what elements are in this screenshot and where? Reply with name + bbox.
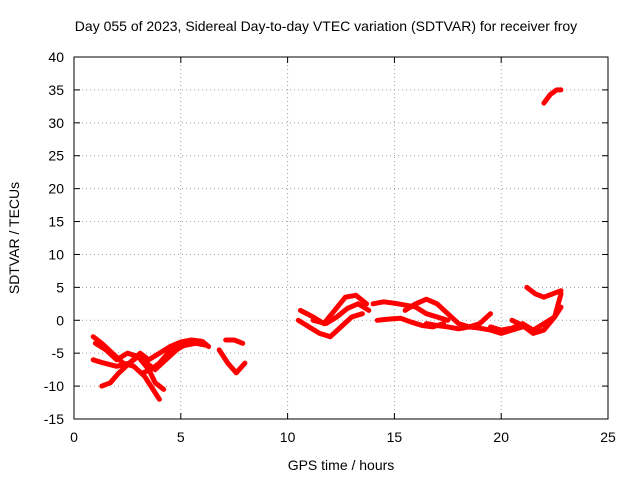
data-track — [310, 301, 372, 327]
data-track — [423, 321, 526, 336]
data-track — [524, 284, 564, 300]
data-track — [295, 311, 365, 340]
x-tick-label: 20 — [493, 429, 509, 445]
y-tick-label: 35 — [48, 82, 64, 98]
x-tick-labels: 0 5 10 15 20 25 — [70, 429, 616, 445]
y-tick-label: -15 — [44, 411, 64, 427]
y-tick-label: -10 — [44, 378, 64, 394]
y-tick-label: -5 — [52, 345, 65, 361]
x-tick-label: 10 — [280, 429, 296, 445]
y-tick-label: 15 — [48, 214, 64, 230]
data-track — [509, 291, 564, 336]
y-tick-label: 20 — [48, 181, 64, 197]
data-track — [99, 340, 190, 389]
axis-ticks — [73, 56, 609, 420]
chart-title: Day 055 of 2023, Sidereal Day-to-day VTE… — [75, 18, 577, 34]
data-track — [92, 340, 167, 392]
x-tick-label: 5 — [177, 429, 185, 445]
y-tick-label: 0 — [56, 312, 64, 328]
data-track — [90, 337, 212, 369]
x-axis-title: GPS time / hours — [288, 457, 395, 473]
y-axis-title: SDTVAR / TECUs — [6, 182, 22, 294]
data-track — [139, 340, 209, 376]
y-tick-label: 5 — [56, 279, 64, 295]
data-tracks — [90, 87, 564, 402]
data-track — [541, 87, 564, 106]
gridlines — [74, 57, 608, 419]
plot-frame — [73, 56, 609, 420]
y-tick-label: 10 — [48, 246, 64, 262]
x-tick-label: 25 — [600, 429, 616, 445]
data-track — [297, 292, 370, 327]
y-tick-label: 30 — [48, 115, 64, 131]
y-tick-label: 25 — [48, 148, 64, 164]
data-track — [402, 296, 493, 330]
data-track — [216, 347, 248, 376]
x-tick-label: 15 — [387, 429, 403, 445]
x-tick-label: 0 — [70, 429, 78, 445]
y-tick-label: 40 — [48, 49, 64, 65]
y-tick-labels: -15 -10 -5 0 5 10 15 20 25 30 35 40 — [44, 49, 64, 427]
data-track — [223, 337, 246, 346]
